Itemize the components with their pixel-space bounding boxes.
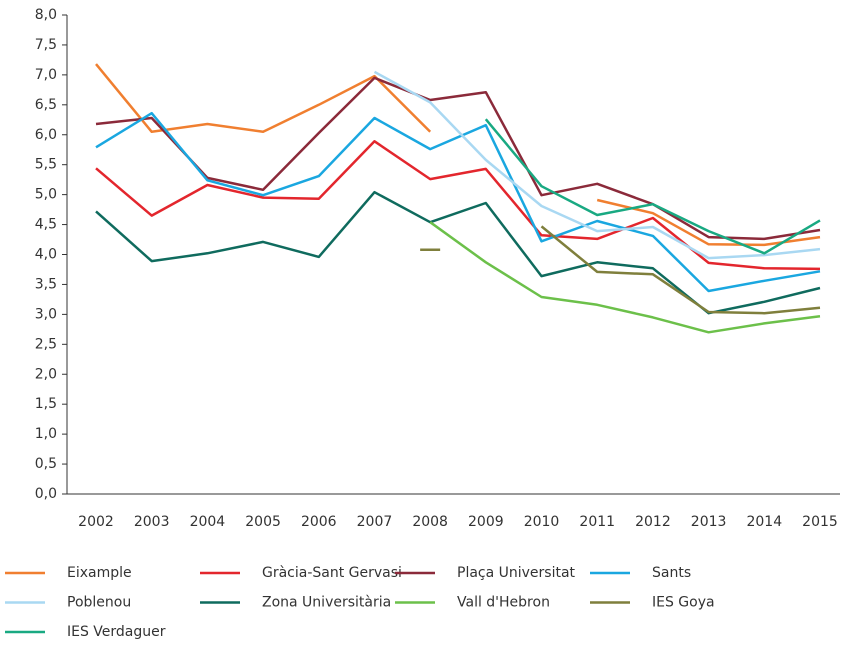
legend-label: Eixample: [67, 565, 132, 581]
x-tick-label: 2006: [301, 514, 337, 530]
x-tick-label: 2010: [524, 514, 560, 530]
series-line: [95, 76, 821, 241]
y-tick-label: 2,5: [35, 336, 57, 352]
series-line: [95, 63, 821, 247]
series-line: [373, 70, 821, 260]
y-tick-label: 7,5: [35, 37, 57, 53]
y-tick-label: 3,5: [35, 276, 57, 292]
legend-label: IES Goya: [652, 595, 715, 611]
x-tick-label: 2013: [691, 514, 727, 530]
y-tick-label: 1,5: [35, 396, 57, 412]
series-line: [95, 111, 821, 293]
x-tick-label: 2003: [134, 514, 170, 530]
x-tick-label: 2004: [190, 514, 226, 530]
y-tick-label: 4,5: [35, 217, 57, 233]
x-tick-label: 2008: [412, 514, 448, 530]
y-tick-label: 3,0: [35, 306, 57, 322]
x-tick-label: 2009: [468, 514, 504, 530]
y-tick-label: 8,0: [35, 7, 57, 23]
y-tick-label: 6,0: [35, 127, 57, 143]
y-tick-label: 5,5: [35, 157, 57, 173]
y-tick-label: 6,5: [35, 97, 57, 113]
y-tick-label: 5,0: [35, 187, 57, 203]
x-tick-label: 2002: [78, 514, 114, 530]
series-line: [484, 118, 821, 255]
legend-label: Plaça Universitat: [457, 565, 576, 581]
series-line: [540, 225, 821, 315]
legend-label: Gràcia-Sant Gervasi: [262, 565, 402, 581]
legend-label: Poblenou: [67, 595, 131, 611]
x-tick-label: 2007: [357, 514, 393, 530]
y-tick-label: 0,5: [35, 456, 57, 472]
y-tick-label: 7,0: [35, 67, 57, 83]
legend-label: IES Verdaguer: [67, 624, 166, 640]
y-tick-label: 2,0: [35, 366, 57, 382]
y-tick-label: 0,0: [35, 486, 57, 502]
x-tick-label: 2011: [579, 514, 615, 530]
x-tick-label: 2014: [746, 514, 782, 530]
series-line: [95, 140, 821, 271]
y-tick-label: 4,0: [35, 247, 57, 263]
series-line: [429, 221, 821, 334]
x-tick-label: 2012: [635, 514, 671, 530]
legend-label: Vall d'Hebron: [457, 595, 550, 611]
legend-label: Sants: [652, 565, 691, 581]
x-tick-label: 2015: [802, 514, 838, 530]
y-tick-label: 1,0: [35, 426, 57, 442]
x-tick-label: 2005: [245, 514, 281, 530]
series-line: [95, 190, 821, 315]
legend-label: Zona Universitària: [262, 595, 391, 611]
